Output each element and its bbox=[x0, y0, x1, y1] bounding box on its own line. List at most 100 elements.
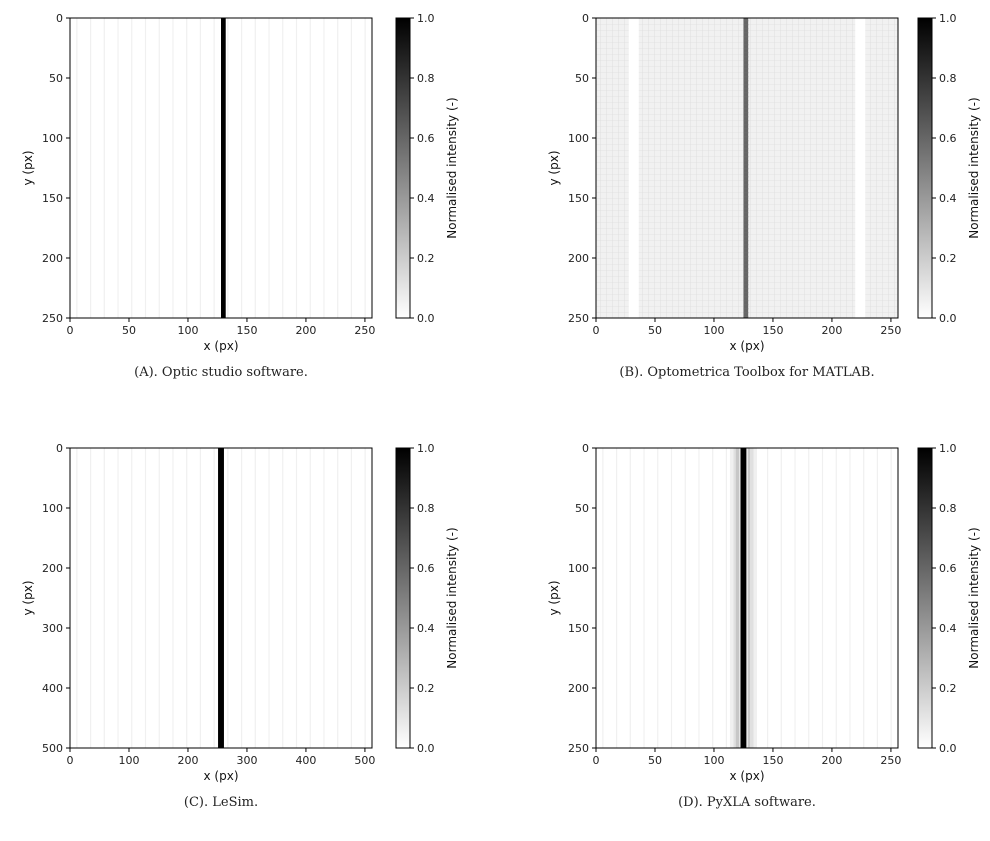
line-dot bbox=[743, 224, 749, 226]
x-tick-label: 100 bbox=[703, 754, 724, 767]
x-tick-label: 500 bbox=[354, 754, 375, 767]
x-tick-label: 300 bbox=[236, 754, 257, 767]
stripe bbox=[268, 448, 270, 748]
line-dot bbox=[743, 196, 749, 198]
stripe bbox=[337, 18, 339, 318]
x-tick-label: 200 bbox=[821, 324, 842, 337]
colorbar-tick-label: 0.6 bbox=[939, 132, 957, 145]
y-tick-label: 200 bbox=[568, 252, 589, 265]
intensity-line bbox=[221, 18, 226, 318]
colorbar-tick-label: 0.0 bbox=[417, 312, 435, 325]
line-dot bbox=[743, 172, 749, 174]
line-dot bbox=[743, 72, 749, 74]
line-dot bbox=[743, 184, 749, 186]
stripe bbox=[158, 18, 160, 318]
white-band-2 bbox=[855, 18, 866, 318]
halo-strip bbox=[729, 448, 734, 748]
stripe bbox=[89, 18, 92, 318]
panel-4: 0 50 100 150 200 250 0 50 100 150 200 250 x (px) y (p… bbox=[547, 442, 981, 810]
y-tick-label: 100 bbox=[42, 132, 63, 145]
stripe bbox=[890, 448, 892, 748]
x-tick-label: 150 bbox=[762, 324, 783, 337]
stripe bbox=[76, 18, 78, 318]
x-tick-label: 150 bbox=[236, 324, 257, 337]
stripe bbox=[268, 18, 270, 318]
stripe bbox=[849, 448, 851, 748]
stripe bbox=[227, 18, 229, 318]
line-dot bbox=[743, 156, 749, 158]
stripe bbox=[131, 448, 133, 748]
line-dot bbox=[743, 160, 749, 162]
line-dot bbox=[743, 132, 749, 134]
line-dot bbox=[743, 28, 749, 30]
stripe bbox=[808, 448, 810, 748]
colorbar-tick-label: 0.6 bbox=[417, 132, 435, 145]
stripe bbox=[323, 18, 325, 318]
colorbar bbox=[395, 447, 411, 749]
line-dot bbox=[743, 164, 749, 166]
panel-3: 0 100 200 300 400 500 0 100 200 300 400 500 x (px) y … bbox=[21, 442, 459, 810]
y-tick-label: 400 bbox=[42, 682, 63, 695]
stripe bbox=[103, 448, 105, 748]
line-dot bbox=[743, 92, 749, 94]
stripe bbox=[282, 448, 284, 748]
line-dot bbox=[743, 248, 749, 250]
line-dot bbox=[743, 116, 749, 118]
line-dot bbox=[743, 204, 749, 206]
stripe bbox=[103, 18, 105, 318]
line-dot bbox=[743, 120, 749, 122]
y-tick-label: 200 bbox=[568, 682, 589, 695]
line-dot bbox=[743, 24, 749, 26]
panel-2: 0 50 100 150 200 250 0 50 100 150 200 250 x (px) y (p… bbox=[547, 12, 981, 380]
line-dot bbox=[743, 220, 749, 222]
line-dot bbox=[743, 276, 749, 278]
stripe bbox=[199, 448, 202, 748]
stripe bbox=[821, 448, 824, 748]
stripe bbox=[117, 448, 119, 748]
line-dot bbox=[743, 244, 749, 246]
line-dot bbox=[743, 180, 749, 182]
line-dot bbox=[743, 288, 749, 290]
colorbar-tick-label: 1.0 bbox=[417, 12, 435, 25]
y-tick-label: 50 bbox=[575, 72, 589, 85]
halo-strip bbox=[753, 448, 758, 748]
stripe bbox=[295, 18, 298, 318]
y-axis-label: y (px) bbox=[21, 581, 35, 616]
x-tick-label: 50 bbox=[648, 754, 662, 767]
x-tick-label: 50 bbox=[122, 324, 136, 337]
panel-caption: (A). Optic studio software. bbox=[134, 365, 308, 380]
colorbar-tick-label: 0.8 bbox=[417, 72, 435, 85]
stripe bbox=[309, 18, 311, 318]
stripe bbox=[254, 448, 256, 748]
y-tick-label: 50 bbox=[575, 502, 589, 515]
stripe bbox=[725, 448, 728, 748]
y-tick-label: 250 bbox=[568, 742, 589, 755]
x-tick-label: 0 bbox=[593, 324, 600, 337]
colorbar-tick-label: 0.8 bbox=[417, 502, 435, 515]
line-dot bbox=[743, 44, 749, 46]
x-tick-label: 100 bbox=[118, 754, 139, 767]
white-band-1 bbox=[628, 18, 639, 318]
colorbar-tick-label: 0.4 bbox=[417, 622, 435, 635]
y-tick-label: 100 bbox=[42, 502, 63, 515]
stripe bbox=[89, 448, 92, 748]
colorbar-tick-label: 0.2 bbox=[939, 252, 957, 265]
panel-caption: (C). LeSim. bbox=[184, 795, 258, 810]
stripe bbox=[213, 448, 215, 748]
line-dot bbox=[743, 104, 749, 106]
stripe bbox=[309, 448, 311, 748]
colorbar-tick-label: 0.4 bbox=[939, 192, 957, 205]
line-dot bbox=[743, 36, 749, 38]
stripe bbox=[227, 448, 229, 748]
line-dot bbox=[743, 40, 749, 42]
line-dot bbox=[743, 168, 749, 170]
line-dot bbox=[743, 84, 749, 86]
plot-frame bbox=[69, 447, 373, 749]
colorbar-tick-label: 0.0 bbox=[939, 742, 957, 755]
y-tick-label: 250 bbox=[568, 312, 589, 325]
x-tick-label: 200 bbox=[295, 324, 316, 337]
colorbar-tick-label: 0.6 bbox=[939, 562, 957, 575]
line-dot bbox=[743, 112, 749, 114]
line-dot bbox=[743, 152, 749, 154]
